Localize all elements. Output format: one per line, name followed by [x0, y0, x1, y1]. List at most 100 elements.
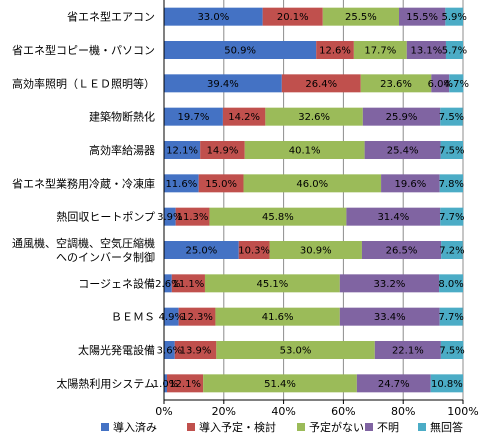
data-label: 46.0%: [296, 179, 328, 190]
category-label: 省エネ型業務用冷蔵・冷凍庫: [12, 176, 155, 190]
data-label: 6.0%: [428, 79, 453, 90]
data-label: 5.7%: [442, 46, 467, 57]
bar-segment: [439, 274, 463, 293]
category-label: 高効率照明（ＬＥＤ照明等）: [12, 76, 155, 90]
bar-segment: [346, 207, 441, 226]
bar-segment: [164, 341, 175, 359]
data-label: 12.1%: [169, 379, 201, 390]
data-label: 20.1%: [277, 12, 309, 23]
data-label: 4.9%: [159, 312, 184, 323]
bar-segment: [269, 241, 362, 259]
data-label: 11.6%: [165, 179, 197, 190]
bar-segment: [430, 374, 463, 393]
bar-segment: [164, 107, 223, 126]
bar-segment: [449, 74, 464, 93]
bar-segment: [164, 374, 167, 393]
data-label: 13.9%: [180, 346, 212, 357]
data-label: 10.3%: [238, 246, 270, 257]
bar-segment: [200, 141, 245, 159]
category-label: コージェネ設備: [78, 276, 155, 290]
data-label: 39.4%: [207, 79, 239, 90]
data-label: 2.6%: [155, 279, 180, 290]
data-label: 7.5%: [439, 346, 464, 357]
bar-segment: [166, 374, 204, 393]
category-label: 建築物断熱化: [89, 110, 155, 124]
data-label: 4.7%: [444, 79, 469, 90]
data-label: 8.0%: [438, 279, 463, 290]
bar-segment: [322, 7, 400, 26]
data-label: 33.0%: [197, 12, 229, 23]
bar-segment: [164, 207, 176, 226]
category-label: 省エネ型エアコン: [67, 10, 155, 24]
legend-label: 不明: [377, 421, 399, 434]
data-label: 33.2%: [374, 279, 406, 290]
bar-segment: [360, 74, 432, 93]
data-label: 7.5%: [439, 112, 464, 123]
data-label: 5.9%: [441, 12, 466, 23]
legend-label: 予定がない: [309, 420, 364, 434]
bar-segment: [164, 141, 201, 159]
legend-swatch: [101, 423, 109, 431]
data-label: 3.9%: [157, 212, 182, 223]
bar-segment: [374, 341, 441, 359]
bar-segment: [440, 141, 463, 159]
bar-segment: [281, 74, 361, 93]
legend-label: 導入予定・検討: [199, 420, 276, 434]
data-label: 23.6%: [380, 79, 412, 90]
data-label: 30.9%: [300, 246, 332, 257]
x-tick-label: 20%: [212, 405, 236, 418]
data-label: 3.6%: [157, 346, 182, 357]
x-tick-label: 0%: [155, 405, 172, 418]
data-label: 25.4%: [387, 146, 419, 157]
bar-segment: [222, 107, 266, 126]
bar-segment: [238, 241, 270, 259]
category-label: ＢＥＭＳ: [111, 311, 155, 324]
data-label: 14.2%: [228, 112, 260, 123]
data-label: 12.1%: [166, 146, 198, 157]
data-label: 10.8%: [431, 379, 463, 390]
bar-segment: [356, 374, 431, 393]
bar-segment: [440, 107, 463, 126]
bar-segment: [431, 74, 450, 93]
data-label: 12.6%: [319, 46, 351, 57]
bar-segment: [164, 7, 263, 26]
data-label: 53.0%: [280, 346, 312, 357]
data-label: 41.6%: [262, 312, 294, 323]
bar-segment: [175, 207, 210, 226]
bar-segment: [244, 141, 365, 159]
bar-segment: [361, 241, 442, 259]
bar-segment: [171, 274, 205, 293]
data-label: 22.1%: [392, 346, 424, 357]
category-label: 太陽熱利用システム: [56, 377, 155, 390]
x-tick-label: 40%: [271, 405, 295, 418]
data-label: 25.0%: [185, 246, 217, 257]
bar-segment: [262, 7, 323, 26]
bar-segment: [178, 307, 216, 326]
legend-swatch: [297, 423, 305, 431]
bar-segment: [381, 174, 440, 193]
data-label: 51.4%: [264, 379, 296, 390]
bar-segment: [399, 7, 446, 26]
bar-segment: [203, 374, 357, 393]
data-label: 31.4%: [377, 212, 409, 223]
data-label: 25.9%: [386, 112, 418, 123]
bar-segment: [164, 307, 179, 326]
data-label: 7.8%: [439, 179, 464, 190]
x-axis: 0% 20% 40% 60% 80% 100%: [155, 0, 479, 418]
bar-segment: [364, 141, 441, 159]
data-label: 15.0%: [205, 179, 237, 190]
data-label: 45.8%: [262, 212, 294, 223]
data-label: 11.3%: [177, 212, 209, 223]
data-label: 7.7%: [439, 212, 464, 223]
bar-segment: [362, 107, 441, 126]
segment-labels: 33.0% 20.1% 25.5% 15.5% 5.9% 50.9% 12.6% 17.7% 1…: [153, 12, 469, 390]
data-label: 32.6%: [298, 112, 330, 123]
bar-segment: [339, 307, 440, 326]
data-label: 14.9%: [207, 146, 239, 157]
bar-segment: [339, 274, 440, 293]
legend-swatch: [187, 423, 195, 431]
bar-segment: [174, 341, 217, 359]
data-label: 45.1%: [256, 279, 288, 290]
data-label: 33.4%: [374, 312, 406, 323]
